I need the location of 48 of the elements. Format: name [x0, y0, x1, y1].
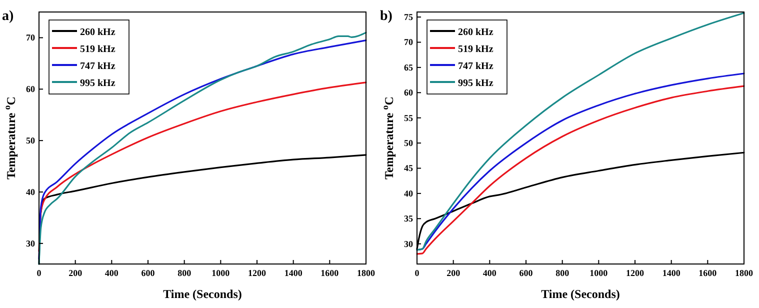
y-tick-label: 50 [26, 136, 36, 146]
legend-label: 519 kHz [80, 44, 116, 55]
x-tick-label: 1400 [284, 268, 303, 278]
x-tick-label: 1600 [698, 268, 718, 278]
y-tick-label: 40 [26, 187, 36, 197]
y-tick-label: 65 [404, 62, 414, 72]
x-tick-label: 400 [104, 268, 119, 278]
y-tick-label: 75 [404, 12, 414, 22]
y-tick-label: 30 [404, 238, 414, 249]
y-tick-label: 70 [26, 32, 36, 43]
y-tick-label: 40 [404, 188, 414, 198]
x-tick-label: 800 [178, 268, 192, 278]
y-tick-label: 55 [404, 112, 414, 123]
y-tick-label: 60 [26, 84, 36, 94]
x-tick-label: 1400 [662, 268, 681, 278]
x-tick-label: 600 [141, 268, 156, 278]
chart-title: b) [380, 9, 393, 24]
x-tick-label: 1200 [626, 268, 644, 278]
x-tick-label: 0 [414, 268, 420, 278]
legend-label: 519 kHz [458, 44, 494, 55]
y-tick-label: 45 [404, 163, 414, 174]
y-tick-label: 30 [26, 238, 36, 248]
x-tick-label: 600 [519, 268, 534, 278]
x-axis-title: Time (Seconds) [541, 287, 620, 301]
x-tick-label: 1800 [357, 268, 376, 278]
y-tick-label: 60 [404, 88, 414, 98]
legend-label: 995 kHz [80, 78, 116, 89]
x-tick-label: 1800 [735, 268, 754, 278]
legend-label: 747 kHz [458, 61, 494, 72]
y-tick-label: 35 [404, 214, 414, 224]
x-tick-label: 400 [482, 268, 497, 278]
x-tick-label: 200 [446, 268, 461, 278]
x-tick-label: 1000 [212, 268, 230, 278]
x-tick-label: 800 [556, 268, 570, 278]
x-axis-title: Time (Seconds) [163, 287, 242, 301]
x-tick-label: 0 [36, 268, 42, 278]
x-tick-label: 1000 [590, 268, 608, 278]
legend-label: 747 kHz [80, 61, 116, 72]
x-tick-label: 200 [68, 268, 83, 278]
y-tick-label: 70 [404, 37, 414, 48]
legend-label: 995 kHz [458, 78, 494, 89]
line-series [416, 12, 745, 251]
legend-label: 260 kHz [80, 27, 116, 38]
x-tick-label: 1200 [248, 268, 266, 278]
chart-title: a) [2, 9, 14, 24]
legend-label: 260 kHz [458, 27, 494, 38]
x-tick-label: 1600 [320, 268, 340, 278]
y-tick-label: 50 [404, 138, 414, 148]
